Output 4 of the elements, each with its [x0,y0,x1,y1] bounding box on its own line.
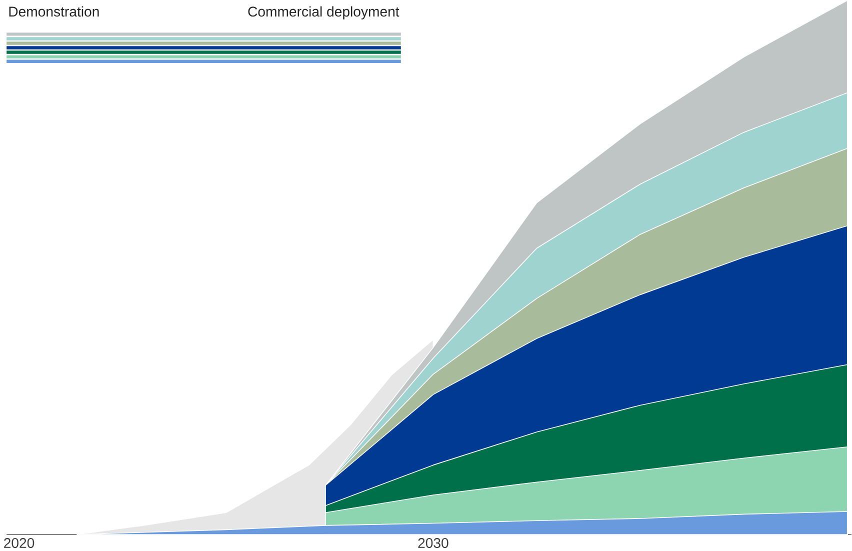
annotation: Demonstration [9,6,99,16]
x-tick-label: 2020 [4,538,34,548]
x-tick-label: 2030 [418,538,448,548]
annotation: Commercial deployment [248,6,400,20]
